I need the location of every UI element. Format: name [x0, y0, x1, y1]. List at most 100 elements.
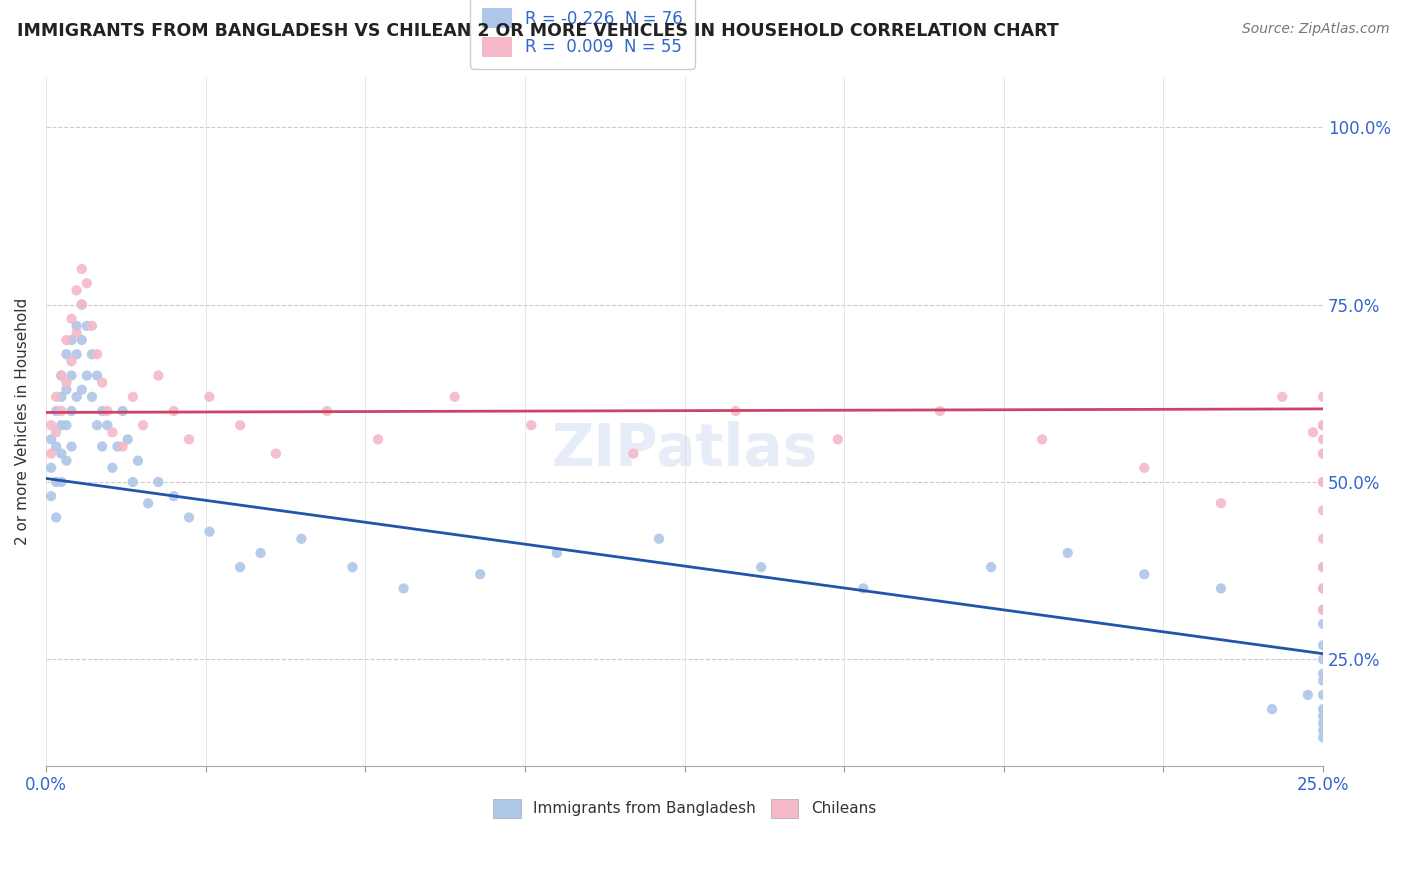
- Point: [980, 560, 1002, 574]
- Point: [51, 447, 73, 461]
- Point: [1312, 603, 1334, 617]
- Point: [39, 433, 62, 447]
- Point: [1312, 532, 1334, 546]
- Point: [39, 460, 62, 475]
- Point: [65, 284, 87, 298]
- Point: [91, 376, 114, 390]
- Point: [51, 368, 73, 383]
- Point: [1312, 418, 1334, 433]
- Point: [80, 318, 103, 333]
- Text: ZIPatlas: ZIPatlas: [551, 421, 818, 478]
- Point: [111, 440, 134, 454]
- Point: [101, 425, 124, 440]
- Point: [101, 460, 124, 475]
- Point: [76, 277, 98, 291]
- Point: [51, 418, 73, 433]
- Point: [1056, 546, 1078, 560]
- Point: [60, 368, 83, 383]
- Point: [60, 311, 83, 326]
- Point: [60, 354, 83, 368]
- Point: [290, 532, 312, 546]
- Point: [45, 510, 67, 524]
- Point: [1031, 433, 1053, 447]
- Point: [1312, 582, 1334, 596]
- Point: [443, 390, 465, 404]
- Point: [1133, 460, 1156, 475]
- Point: [91, 440, 114, 454]
- Point: [70, 383, 93, 397]
- Y-axis label: 2 or more Vehicles in Household: 2 or more Vehicles in Household: [15, 298, 30, 545]
- Point: [51, 475, 73, 489]
- Point: [51, 368, 73, 383]
- Point: [55, 376, 77, 390]
- Point: [96, 418, 118, 433]
- Point: [45, 425, 67, 440]
- Point: [852, 582, 875, 596]
- Point: [45, 440, 67, 454]
- Point: [1312, 418, 1334, 433]
- Point: [1312, 688, 1334, 702]
- Point: [1261, 702, 1284, 716]
- Point: [1133, 567, 1156, 582]
- Point: [929, 404, 952, 418]
- Point: [1312, 716, 1334, 731]
- Point: [827, 433, 849, 447]
- Point: [70, 262, 93, 277]
- Point: [342, 560, 364, 574]
- Point: [65, 347, 87, 361]
- Point: [45, 390, 67, 404]
- Point: [60, 333, 83, 347]
- Point: [55, 418, 77, 433]
- Point: [1312, 475, 1334, 489]
- Point: [623, 447, 645, 461]
- Point: [1312, 560, 1334, 574]
- Point: [121, 390, 143, 404]
- Point: [1302, 425, 1324, 440]
- Point: [86, 347, 108, 361]
- Point: [1312, 616, 1334, 631]
- Point: [117, 433, 139, 447]
- Point: [39, 447, 62, 461]
- Point: [55, 453, 77, 467]
- Point: [55, 347, 77, 361]
- Point: [163, 489, 186, 503]
- Point: [1312, 503, 1334, 517]
- Point: [1312, 666, 1334, 681]
- Text: IMMIGRANTS FROM BANGLADESH VS CHILEAN 2 OR MORE VEHICLES IN HOUSEHOLD CORRELATIO: IMMIGRANTS FROM BANGLADESH VS CHILEAN 2 …: [17, 22, 1059, 40]
- Point: [65, 318, 87, 333]
- Point: [1312, 673, 1334, 688]
- Point: [70, 297, 93, 311]
- Point: [107, 440, 129, 454]
- Point: [392, 582, 415, 596]
- Point: [249, 546, 271, 560]
- Point: [65, 390, 87, 404]
- Point: [76, 318, 98, 333]
- Point: [39, 418, 62, 433]
- Point: [136, 496, 159, 510]
- Point: [1312, 603, 1334, 617]
- Point: [1271, 390, 1294, 404]
- Point: [1312, 723, 1334, 738]
- Point: [470, 567, 492, 582]
- Point: [546, 546, 568, 560]
- Point: [148, 368, 170, 383]
- Point: [39, 489, 62, 503]
- Point: [45, 475, 67, 489]
- Point: [1312, 475, 1334, 489]
- Point: [229, 418, 252, 433]
- Point: [96, 404, 118, 418]
- Legend: Immigrants from Bangladesh, Chileans: Immigrants from Bangladesh, Chileans: [486, 793, 882, 823]
- Point: [60, 440, 83, 454]
- Point: [749, 560, 772, 574]
- Point: [177, 433, 200, 447]
- Point: [648, 532, 671, 546]
- Point: [86, 418, 108, 433]
- Point: [1312, 433, 1334, 447]
- Point: [80, 390, 103, 404]
- Point: [1296, 688, 1319, 702]
- Point: [1312, 652, 1334, 666]
- Point: [1209, 582, 1232, 596]
- Point: [367, 433, 389, 447]
- Point: [127, 453, 149, 467]
- Point: [121, 475, 143, 489]
